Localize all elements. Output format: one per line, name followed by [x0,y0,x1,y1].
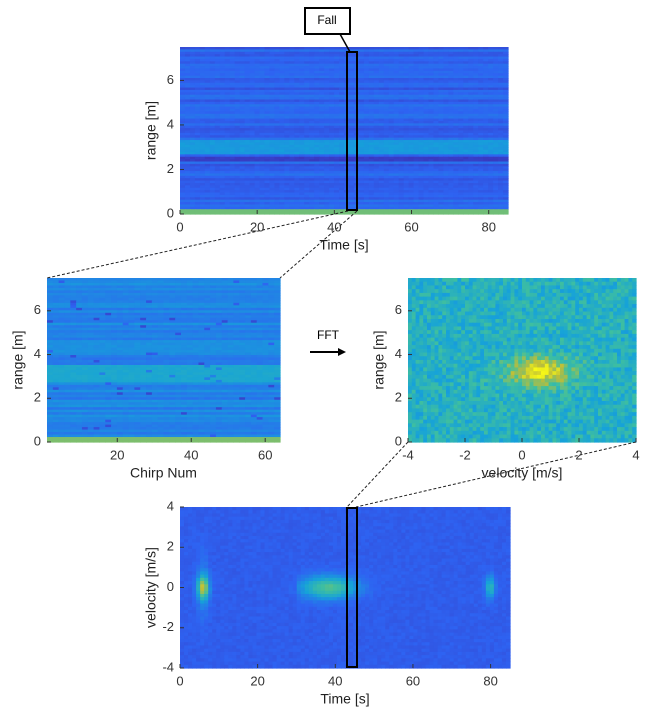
heatmap-cell [404,212,410,215]
heatmap-cell [428,212,434,215]
heatmap-cell [448,212,454,215]
heatmap-cell [250,212,256,215]
heatmap-cell [359,212,365,215]
heatmap-cell [309,212,315,215]
heatmap-cell [354,212,360,215]
heatmap-cell [264,212,270,215]
heatmap-cell [419,212,425,215]
heatmap-cell [438,212,444,215]
heatmap-cell [369,212,375,215]
heatmap-cell [463,212,469,215]
heatmap-cell [190,212,196,215]
heatmap-cell [374,212,380,215]
heatmap-cell [324,212,330,215]
heatmap-cell [443,212,449,215]
heatmap-cell [453,212,459,215]
heatmap-cell [344,212,350,215]
heatmap-cell [433,212,439,215]
heatmap-cell [493,212,499,215]
heatmap-cell [284,212,290,215]
heatmap-cell [379,212,385,215]
heatmap-cell [299,212,305,215]
heatmap-cell [498,212,504,215]
heatmap-cell [279,212,285,215]
heatmap-cell [205,212,211,215]
heatmap-cell [349,212,355,215]
heatmap-cell [195,212,201,215]
heatmaps [47,47,637,669]
heatmap-cell [294,212,300,215]
heatmap-cell [364,212,370,215]
heatmap-cell [235,212,241,215]
heatmap-cell [260,212,266,215]
heatmap-cell [215,212,221,215]
heatmap-cell [210,212,216,215]
heatmap-cell [230,212,236,215]
heatmap-cell [389,212,395,215]
heatmap-cell [394,212,400,215]
heatmap-cell [424,212,430,215]
heatmap-cell [473,212,479,215]
heatmap-cell [245,212,251,215]
heatmap-cell [225,212,231,215]
heatmap-cell [269,212,275,215]
heatmap-cell [185,212,191,215]
heatmap-cell [304,212,310,215]
heatmap-cell [468,212,474,215]
heatmap-cell [289,212,295,215]
heatmap-cell [274,212,280,215]
heatmap-cell [314,212,320,215]
heatmap-cell [220,212,226,215]
heatmap-cell [483,212,489,215]
heatmap-cell [414,212,420,215]
heatmap-cell [384,212,390,215]
heatmap-cell [200,212,206,215]
heatmap-cell [458,212,464,215]
heatmap-cell [399,212,405,215]
heatmap-cell [319,212,325,215]
heatmap-cell [240,212,246,215]
heatmap-cell [503,212,509,215]
heatmap-cell [478,212,484,215]
